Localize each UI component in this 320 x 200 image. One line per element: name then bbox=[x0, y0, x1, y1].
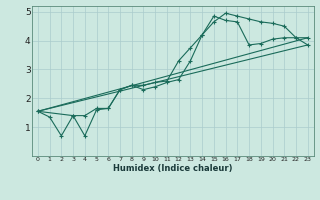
X-axis label: Humidex (Indice chaleur): Humidex (Indice chaleur) bbox=[113, 164, 233, 173]
